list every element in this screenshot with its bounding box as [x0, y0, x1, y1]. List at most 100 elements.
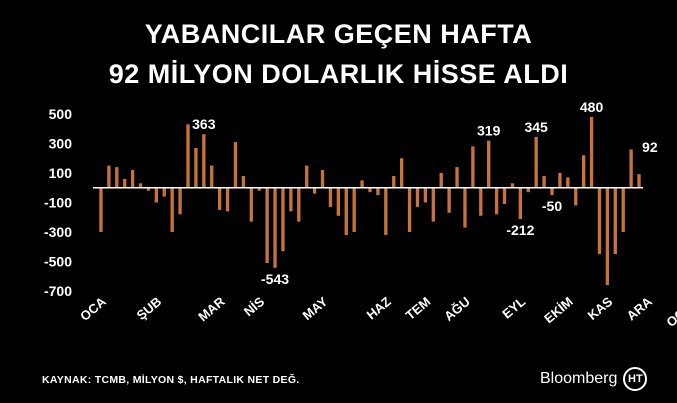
bar [186, 124, 190, 188]
chart-title-line1: YABANCILAR GEÇEN HAFTA [144, 19, 533, 49]
data-label: -50 [542, 198, 562, 214]
bar [589, 116, 594, 188]
x-tick-label: NİS [241, 294, 267, 320]
y-tick-label: -700 [44, 283, 72, 299]
bar [217, 187, 222, 210]
bar [368, 187, 372, 193]
annotations-group: 363 -543 319 -212 345 -50 480 92 [192, 99, 658, 287]
y-tick-label: -500 [44, 254, 72, 270]
bar [629, 149, 633, 188]
bar [178, 187, 182, 215]
bar [447, 187, 451, 213]
data-label: -543 [261, 271, 289, 287]
bar [138, 183, 143, 188]
bar [566, 177, 570, 188]
y-tick-label: -300 [44, 224, 72, 240]
x-tick-label: HAZ [364, 294, 394, 323]
bar [352, 187, 356, 232]
bar [605, 187, 610, 286]
x-tick-label: MAY [300, 294, 331, 324]
bar [320, 170, 325, 188]
bar [305, 165, 309, 188]
data-label: 363 [192, 116, 216, 132]
bar [107, 165, 111, 188]
x-tick-label: OCA [77, 293, 109, 323]
bar [336, 187, 341, 216]
bar [415, 187, 420, 207]
bar [154, 187, 159, 203]
bar [225, 187, 230, 212]
bar [249, 187, 253, 222]
bar [621, 187, 625, 232]
chart-title-line2: 92 MİLYON DOLARLIK HİSSE ALDI [108, 59, 569, 89]
bar [130, 170, 135, 188]
bar [431, 187, 435, 222]
bar [202, 134, 206, 188]
bar [99, 187, 103, 232]
bar [550, 187, 554, 196]
x-tick-label: OCAK [663, 293, 677, 329]
x-tick-label: KAS [585, 294, 616, 323]
brand: Bloomberg HT [540, 367, 648, 391]
bar [289, 187, 293, 212]
bar [407, 187, 412, 232]
bar [328, 187, 333, 207]
data-label: -212 [506, 222, 534, 238]
x-tick-label: ŞUB [134, 294, 165, 323]
bar [558, 173, 562, 188]
bar [637, 174, 641, 188]
bar [376, 187, 380, 196]
y-tick-label: 500 [49, 106, 73, 122]
x-tick-label: ARA [624, 293, 656, 323]
bar [613, 187, 617, 255]
data-label: 480 [580, 99, 604, 115]
bar [597, 187, 602, 255]
bar [439, 173, 443, 188]
x-tick-label: EYL [499, 294, 528, 322]
data-label: 319 [477, 123, 501, 139]
data-label: 345 [524, 119, 548, 135]
bar [471, 146, 475, 188]
x-tick-label: AĞU [441, 294, 473, 324]
data-label: 92 [642, 139, 658, 155]
x-tick-label: MAR [195, 293, 228, 324]
bar [574, 187, 578, 206]
brand-name: Bloomberg [540, 370, 618, 387]
bar [281, 187, 285, 252]
bar [123, 178, 127, 188]
bar [210, 165, 214, 188]
bar [115, 167, 119, 188]
y-tick-label: 100 [49, 165, 73, 181]
x-axis: OCA ŞUB MAR NİS MAY HAZ TEM AĞU EYL EKİM KAS ARA OCA… [77, 293, 677, 329]
bar [265, 187, 269, 263]
bar [146, 187, 151, 191]
bar [502, 187, 507, 204]
bar [510, 183, 515, 188]
x-tick-label: EKİM [541, 294, 576, 326]
y-tick-label: 300 [49, 136, 73, 152]
bar [194, 147, 198, 188]
y-axis: 500 300 100 -100 -300 -500 -700 [44, 106, 72, 299]
bar [455, 167, 459, 188]
bar [463, 187, 467, 228]
bar [581, 155, 586, 188]
bar [487, 140, 491, 188]
bar [423, 187, 428, 203]
bar [297, 187, 301, 222]
bar [170, 187, 174, 232]
bar [162, 187, 166, 197]
bar [392, 175, 396, 188]
ht-logo-icon: HT [623, 367, 648, 391]
bar [518, 187, 523, 220]
bar [233, 142, 238, 188]
bar [312, 187, 317, 194]
bars-group [99, 116, 641, 286]
bar [360, 180, 364, 188]
bar [479, 187, 483, 216]
source-note: KAYNAK: TCMB, MİLYON $, HAFTALIK NET DEĞ… [42, 374, 300, 386]
y-tick-label: -100 [44, 195, 72, 211]
bar [273, 187, 277, 268]
bar [384, 187, 388, 235]
bar [542, 175, 546, 188]
